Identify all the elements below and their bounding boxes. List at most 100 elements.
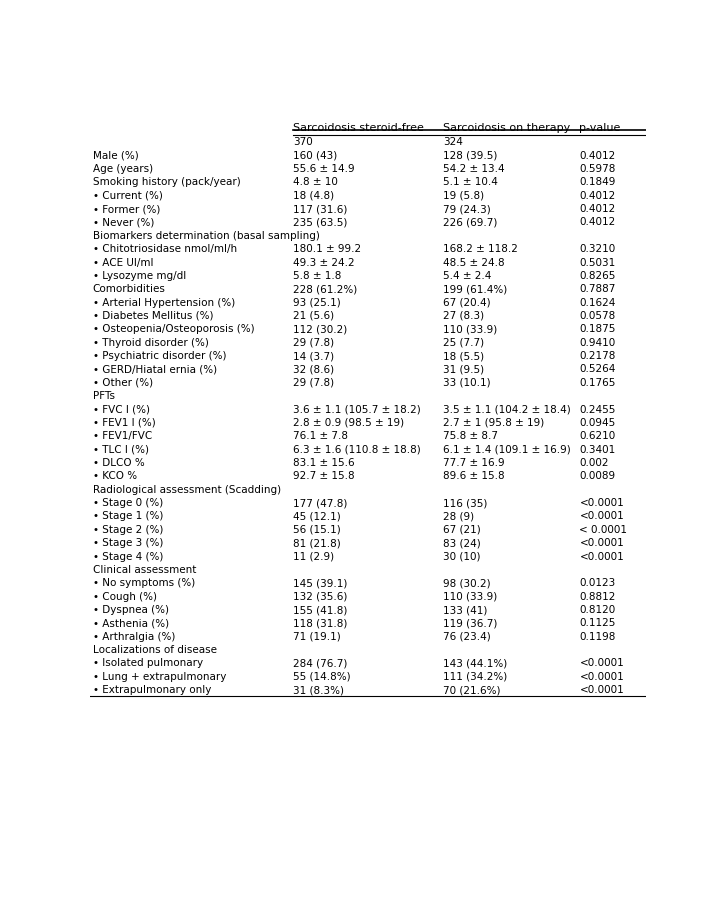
Text: 70 (21.6%): 70 (21.6%) bbox=[443, 684, 500, 694]
Text: 0.1624: 0.1624 bbox=[579, 297, 616, 307]
Text: • Lysozyme mg/dl: • Lysozyme mg/dl bbox=[93, 271, 186, 281]
Text: 0.5264: 0.5264 bbox=[579, 364, 616, 374]
Text: 19 (5.8): 19 (5.8) bbox=[443, 191, 484, 200]
Text: 180.1 ± 99.2: 180.1 ± 99.2 bbox=[293, 244, 361, 254]
Text: 0.1849: 0.1849 bbox=[579, 177, 616, 187]
Text: • Arthralgia (%): • Arthralgia (%) bbox=[93, 631, 175, 641]
Text: 79 (24.3): 79 (24.3) bbox=[443, 204, 491, 214]
Text: 199 (61.4%): 199 (61.4%) bbox=[443, 284, 508, 293]
Text: • FEV1/FVC: • FEV1/FVC bbox=[93, 431, 151, 441]
Text: 14 (3.7): 14 (3.7) bbox=[293, 350, 334, 360]
Text: 0.5978: 0.5978 bbox=[579, 163, 616, 173]
Text: 83 (24): 83 (24) bbox=[443, 537, 481, 547]
Text: 0.3401: 0.3401 bbox=[579, 444, 615, 454]
Text: 5.8 ± 1.8: 5.8 ± 1.8 bbox=[293, 271, 341, 281]
Text: • Chitotriosidase nmol/ml/h: • Chitotriosidase nmol/ml/h bbox=[93, 244, 237, 254]
Text: 118 (31.8): 118 (31.8) bbox=[293, 618, 348, 628]
Text: • FVC l (%): • FVC l (%) bbox=[93, 404, 149, 414]
Text: <0.0001: <0.0001 bbox=[579, 657, 624, 667]
Text: • Osteopenia/Osteoporosis (%): • Osteopenia/Osteoporosis (%) bbox=[93, 324, 254, 334]
Text: 0.1198: 0.1198 bbox=[579, 631, 616, 641]
Text: 0.6210: 0.6210 bbox=[579, 431, 615, 441]
Text: 55.6 ± 14.9: 55.6 ± 14.9 bbox=[293, 163, 355, 173]
Text: 5.1 ± 10.4: 5.1 ± 10.4 bbox=[443, 177, 498, 187]
Text: 0.1875: 0.1875 bbox=[579, 324, 616, 334]
Text: • No symptoms (%): • No symptoms (%) bbox=[93, 578, 195, 588]
Text: • FEV1 l (%): • FEV1 l (%) bbox=[93, 417, 155, 427]
Text: 0.002: 0.002 bbox=[579, 458, 609, 468]
Text: 228 (61.2%): 228 (61.2%) bbox=[293, 284, 357, 293]
Text: • Stage 4 (%): • Stage 4 (%) bbox=[93, 551, 163, 561]
Text: 71 (19.1): 71 (19.1) bbox=[293, 631, 340, 641]
Text: 0.2178: 0.2178 bbox=[579, 350, 616, 360]
Text: 143 (44.1%): 143 (44.1%) bbox=[443, 657, 508, 667]
Text: 117 (31.6): 117 (31.6) bbox=[293, 204, 348, 214]
Text: 0.4012: 0.4012 bbox=[579, 151, 615, 161]
Text: 3.6 ± 1.1 (105.7 ± 18.2): 3.6 ± 1.1 (105.7 ± 18.2) bbox=[293, 404, 421, 414]
Text: <0.0001: <0.0001 bbox=[579, 537, 624, 547]
Text: 110 (33.9): 110 (33.9) bbox=[443, 324, 498, 334]
Text: 0.5031: 0.5031 bbox=[579, 257, 615, 267]
Text: 29 (7.8): 29 (7.8) bbox=[293, 377, 334, 387]
Text: 0.9410: 0.9410 bbox=[579, 338, 615, 348]
Text: <0.0001: <0.0001 bbox=[579, 511, 624, 521]
Text: 155 (41.8): 155 (41.8) bbox=[293, 604, 348, 614]
Text: p-value: p-value bbox=[579, 123, 621, 133]
Text: • Isolated pulmonary: • Isolated pulmonary bbox=[93, 657, 202, 667]
Text: 112 (30.2): 112 (30.2) bbox=[293, 324, 347, 334]
Text: • Stage 2 (%): • Stage 2 (%) bbox=[93, 525, 163, 535]
Text: 0.0123: 0.0123 bbox=[579, 578, 615, 588]
Text: 5.4 ± 2.4: 5.4 ± 2.4 bbox=[443, 271, 491, 281]
Text: 0.0945: 0.0945 bbox=[579, 417, 615, 427]
Text: • Stage 3 (%): • Stage 3 (%) bbox=[93, 537, 163, 547]
Text: 81 (21.8): 81 (21.8) bbox=[293, 537, 340, 547]
Text: Biomarkers determination (basal sampling): Biomarkers determination (basal sampling… bbox=[93, 230, 320, 240]
Text: 111 (34.2%): 111 (34.2%) bbox=[443, 671, 508, 681]
Text: 324: 324 bbox=[443, 137, 463, 147]
Text: 2.8 ± 0.9 (98.5 ± 19): 2.8 ± 0.9 (98.5 ± 19) bbox=[293, 417, 404, 427]
Text: 4.8 ± 10: 4.8 ± 10 bbox=[293, 177, 337, 187]
Text: 168.2 ± 118.2: 168.2 ± 118.2 bbox=[443, 244, 518, 254]
Text: 284 (76.7): 284 (76.7) bbox=[293, 657, 348, 667]
Text: Sarcoidosis on therapy: Sarcoidosis on therapy bbox=[443, 123, 570, 133]
Text: <0.0001: <0.0001 bbox=[579, 671, 624, 681]
Text: 76 (23.4): 76 (23.4) bbox=[443, 631, 491, 641]
Text: 76.1 ± 7.8: 76.1 ± 7.8 bbox=[293, 431, 348, 441]
Text: 45 (12.1): 45 (12.1) bbox=[293, 511, 340, 521]
Text: 93 (25.1): 93 (25.1) bbox=[293, 297, 340, 307]
Text: • Arterial Hypertension (%): • Arterial Hypertension (%) bbox=[93, 297, 235, 307]
Text: Male (%): Male (%) bbox=[93, 151, 139, 161]
Text: 27 (8.3): 27 (8.3) bbox=[443, 311, 484, 321]
Text: <0.0001: <0.0001 bbox=[579, 551, 624, 561]
Text: • Cough (%): • Cough (%) bbox=[93, 591, 157, 601]
Text: • Thyroid disorder (%): • Thyroid disorder (%) bbox=[93, 338, 208, 348]
Text: 0.4012: 0.4012 bbox=[579, 218, 615, 228]
Text: Localizations of disease: Localizations of disease bbox=[93, 645, 217, 655]
Text: 77.7 ± 16.9: 77.7 ± 16.9 bbox=[443, 458, 505, 468]
Text: Age (years): Age (years) bbox=[93, 163, 153, 173]
Text: 0.3210: 0.3210 bbox=[579, 244, 615, 254]
Text: 33 (10.1): 33 (10.1) bbox=[443, 377, 490, 387]
Text: 67 (21): 67 (21) bbox=[443, 525, 481, 535]
Text: 55 (14.8%): 55 (14.8%) bbox=[293, 671, 350, 681]
Text: 3.5 ± 1.1 (104.2 ± 18.4): 3.5 ± 1.1 (104.2 ± 18.4) bbox=[443, 404, 571, 414]
Text: Smoking history (pack/year): Smoking history (pack/year) bbox=[93, 177, 241, 187]
Text: 0.0578: 0.0578 bbox=[579, 311, 615, 321]
Text: 145 (39.1): 145 (39.1) bbox=[293, 578, 348, 588]
Text: • Dyspnea (%): • Dyspnea (%) bbox=[93, 604, 169, 614]
Text: < 0.0001: < 0.0001 bbox=[579, 525, 628, 535]
Text: • Former (%): • Former (%) bbox=[93, 204, 160, 214]
Text: • KCO %: • KCO % bbox=[93, 470, 136, 480]
Text: 0.0089: 0.0089 bbox=[579, 470, 615, 480]
Text: • Stage 1 (%): • Stage 1 (%) bbox=[93, 511, 163, 521]
Text: Sarcoidosis steroid-free: Sarcoidosis steroid-free bbox=[293, 123, 424, 133]
Text: 83.1 ± 15.6: 83.1 ± 15.6 bbox=[293, 458, 355, 468]
Text: Radiological assessment (Scadding): Radiological assessment (Scadding) bbox=[93, 484, 281, 494]
Text: • DLCO %: • DLCO % bbox=[93, 458, 144, 468]
Text: 54.2 ± 13.4: 54.2 ± 13.4 bbox=[443, 163, 505, 173]
Text: <0.0001: <0.0001 bbox=[579, 684, 624, 694]
Text: 2.7 ± 1 (95.8 ± 19): 2.7 ± 1 (95.8 ± 19) bbox=[443, 417, 544, 427]
Text: 0.1125: 0.1125 bbox=[579, 618, 616, 628]
Text: <0.0001: <0.0001 bbox=[579, 498, 624, 507]
Text: 29 (7.8): 29 (7.8) bbox=[293, 338, 334, 348]
